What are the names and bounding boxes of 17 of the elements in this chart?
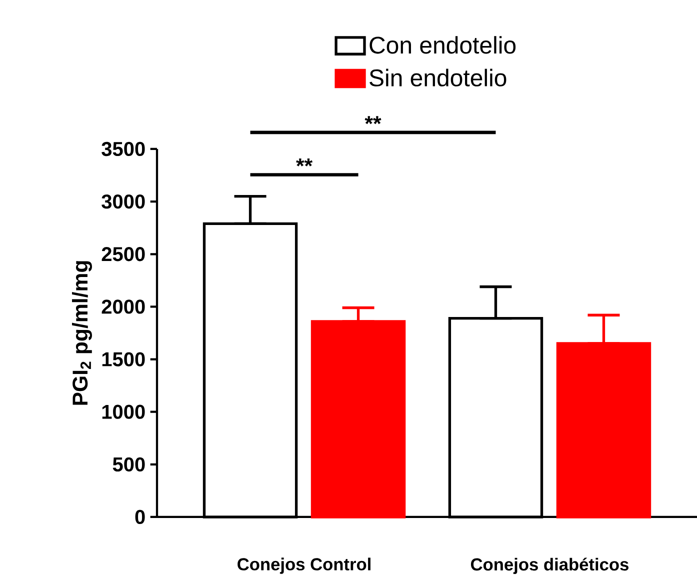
y-tick-label: 3000 — [102, 194, 145, 209]
annotation: ** — [296, 158, 313, 166]
y-tick-label: 3500 — [102, 142, 145, 156]
bar — [556, 342, 652, 518]
text: ** — [364, 116, 382, 124]
y-tick-label: 2500 — [102, 247, 145, 262]
y-tick-label: 2000 — [102, 300, 145, 314]
bar — [310, 320, 406, 518]
legend-label: Con endotelio — [370, 36, 516, 54]
y-tick-label: 1000 — [102, 404, 145, 419]
x-tick-label: Conejos diabéticos — [470, 558, 628, 574]
y-tick-label: 500 — [112, 457, 145, 472]
y-axis-title: PGI$_{2}$ pg/ml/mg — [72, 261, 92, 405]
x-tick-label: Conejos Control — [238, 558, 370, 574]
legend-label: Sin endotelio — [370, 68, 506, 86]
y-tick-label: 0 — [135, 510, 145, 524]
y-tick-label: 1500 — [102, 352, 145, 366]
